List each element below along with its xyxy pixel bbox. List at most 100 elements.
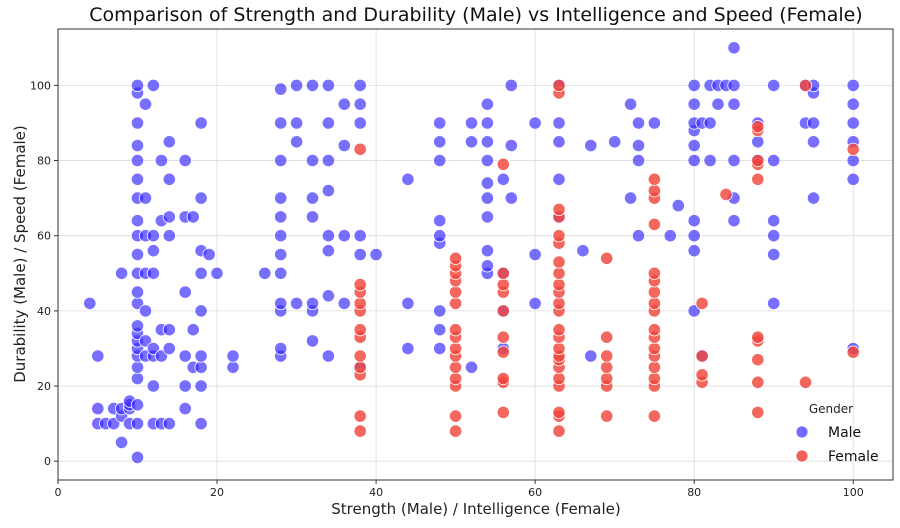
data-point-male [401, 172, 415, 186]
data-point-female [448, 323, 463, 337]
data-point-female [353, 277, 367, 292]
data-point-female [448, 360, 463, 374]
data-point-female [496, 405, 510, 419]
data-point-male [130, 214, 145, 228]
data-point-female [695, 368, 709, 382]
data-point-male [321, 116, 335, 130]
data-point-male [401, 296, 415, 310]
data-point-male [321, 349, 335, 363]
data-point-male [274, 191, 288, 205]
data-point-male [806, 116, 821, 130]
data-point-male [289, 135, 304, 149]
data-points [83, 41, 860, 464]
data-point-male [767, 153, 781, 168]
data-point-male [687, 153, 701, 168]
data-point-male [274, 210, 288, 224]
data-point-male [353, 116, 367, 130]
data-point-male [130, 450, 145, 464]
data-point-male [727, 214, 741, 228]
data-point-female [751, 172, 765, 186]
data-point-male [480, 244, 494, 258]
data-point-male [552, 135, 566, 149]
data-point-male [703, 116, 717, 130]
data-point-female [647, 360, 662, 374]
data-point-male [480, 97, 494, 111]
data-point-male [631, 116, 646, 130]
data-point-male [194, 349, 208, 363]
data-point-male [687, 244, 701, 258]
data-point-male [608, 135, 622, 149]
data-point-female [448, 424, 463, 438]
data-point-male [687, 138, 701, 153]
data-point-male [162, 172, 176, 186]
data-point-female [600, 360, 614, 374]
legend: Gender Male Female [795, 402, 879, 465]
data-point-male [687, 78, 701, 93]
data-point-female [600, 371, 614, 386]
data-point-female [496, 266, 510, 280]
data-point-male [353, 229, 367, 243]
data-point-male [130, 153, 145, 168]
data-point-female [353, 424, 367, 438]
data-point-male [194, 379, 208, 393]
data-point-male [433, 304, 447, 318]
data-point-male [703, 153, 717, 168]
data-point-male [146, 78, 160, 93]
data-point-male [130, 116, 145, 130]
data-point-male [274, 296, 288, 310]
data-point-male [401, 341, 415, 356]
data-point-male [687, 214, 701, 228]
x-tick-label: 100 [843, 486, 864, 499]
data-point-male [353, 97, 367, 111]
data-point-female [647, 341, 662, 356]
data-point-female [448, 371, 463, 386]
x-tick-label: 0 [55, 486, 62, 499]
data-point-male [226, 349, 240, 363]
data-point-male [130, 285, 145, 299]
data-point-female [647, 296, 662, 310]
data-point-male [846, 97, 860, 111]
data-point-female [647, 285, 662, 299]
data-point-female [496, 304, 510, 318]
data-point-female [552, 405, 566, 419]
data-point-female [496, 371, 510, 386]
legend-label-female: Female [828, 449, 879, 465]
data-point-male [623, 97, 638, 111]
data-point-male [480, 259, 494, 273]
series-male [83, 41, 860, 464]
data-point-female [647, 184, 662, 198]
data-point-male [504, 78, 518, 93]
data-point-female [751, 405, 765, 419]
data-point-male [767, 229, 781, 243]
data-point-male [480, 135, 494, 149]
series-female [353, 78, 860, 438]
data-point-male [274, 116, 288, 130]
data-point-male [767, 78, 781, 93]
data-point-male [631, 153, 646, 168]
data-point-male [321, 244, 335, 258]
data-point-male [464, 360, 479, 374]
data-point-female [695, 296, 709, 310]
data-point-female [600, 330, 614, 344]
data-point-male [91, 349, 105, 363]
data-point-male [433, 214, 447, 228]
data-point-male [337, 229, 351, 243]
data-point-male [162, 341, 176, 356]
data-point-male [727, 41, 741, 55]
data-point-male [130, 78, 145, 93]
data-point-male [528, 247, 542, 262]
data-point-male [178, 153, 192, 168]
data-point-male [727, 153, 741, 168]
data-point-male [806, 135, 821, 149]
data-point-male [274, 341, 288, 356]
data-point-male [464, 135, 479, 149]
data-point-male [186, 323, 200, 337]
data-point-male [138, 191, 153, 205]
data-point-male [767, 296, 781, 310]
x-axis-label: Strength (Male) / Intelligence (Female) [331, 500, 620, 518]
data-point-male [631, 229, 646, 243]
data-point-male [130, 360, 145, 374]
data-point-male [846, 116, 860, 130]
data-point-female [353, 323, 367, 337]
